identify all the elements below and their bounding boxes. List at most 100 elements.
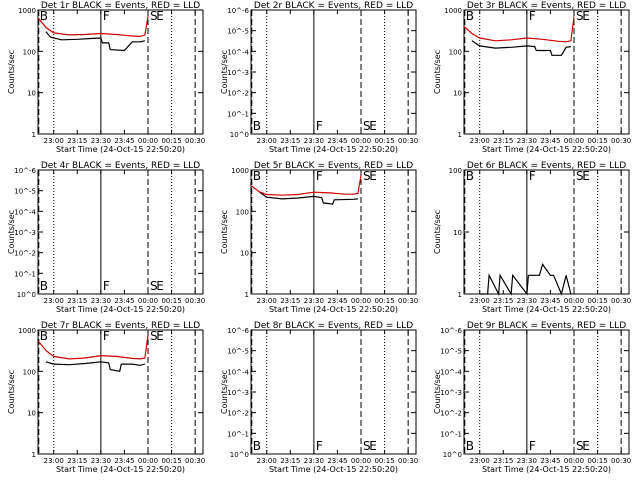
y-tick-label: 1000 [231, 167, 249, 175]
events-series-line [479, 263, 572, 297]
x-tick-label: 23:00 [44, 137, 64, 145]
x-tick-label: 23:30 [517, 457, 537, 465]
x-tick-label: 23:00 [257, 137, 277, 145]
marker-label-b: B [253, 119, 261, 133]
y-tick-label: 10 [27, 90, 36, 98]
marker-label-s: S [363, 119, 371, 133]
x-tick-label: 00:30 [611, 297, 631, 305]
marker-label-e: E [582, 169, 590, 183]
y-tick-label: 10^-2 [227, 90, 249, 98]
y-tick-label: 1 [245, 291, 249, 299]
x-tick-label: 00:00 [351, 137, 371, 145]
y-tick-label: 10^0 [230, 131, 249, 139]
x-tick-label: 00:00 [351, 297, 371, 305]
x-tick-label: 00:15 [374, 137, 394, 145]
x-tick-label: 00:30 [398, 137, 418, 145]
y-tick-label: 100 [23, 48, 36, 56]
marker-label-e: E [369, 439, 377, 453]
y-tick-label: 10^-4 [227, 48, 249, 56]
y-axis-label: Counts/sec [220, 50, 229, 94]
x-tick-label: 23:30 [91, 137, 111, 145]
x-tick-label: 23:00 [44, 297, 64, 305]
x-tick-label: 23:45 [114, 137, 134, 145]
marker-label-s: S [576, 169, 584, 183]
y-tick-label: 10^-1 [14, 270, 36, 278]
lld-series-line [463, 16, 575, 43]
chart-panel-1: Det 1r BLACK = Events, RED = LLD 23:00 23:… [7, 1, 205, 154]
x-axis-label: Start Time (24-Oct-15 22:50:20) [56, 465, 185, 474]
y-tick-label: 10 [453, 229, 462, 237]
events-series-line [45, 361, 146, 372]
x-tick-label: 23:45 [540, 457, 560, 465]
x-tick-label: 00:30 [611, 457, 631, 465]
marker-label-s: S [150, 279, 158, 293]
marker-label-e: E [156, 9, 164, 23]
plot-frame [250, 9, 417, 135]
y-axis-label: Counts/sec [7, 370, 16, 414]
x-tick-label: 23:15 [67, 297, 87, 305]
x-tick-label: 23:15 [280, 457, 300, 465]
x-tick-label: 00:00 [138, 297, 158, 305]
x-tick-label: 00:30 [185, 137, 205, 145]
y-tick-label: 10^-1 [227, 110, 249, 118]
y-tick-label: 10^-3 [440, 389, 462, 397]
x-tick-label: 23:45 [540, 137, 560, 145]
marker-label-f: F [529, 169, 536, 183]
x-tick-label: 23:45 [327, 297, 347, 305]
x-tick-label: 00:00 [351, 457, 371, 465]
x-axis-label: Start Time (24-Oct-15 22:50:20) [482, 305, 611, 314]
x-tick-label: 23:30 [517, 297, 537, 305]
y-tick-label: 10^-2 [440, 410, 462, 418]
x-tick-label: 23:45 [327, 457, 347, 465]
x-tick-label: 23:45 [114, 457, 134, 465]
y-tick-label: 10^-5 [14, 188, 36, 196]
x-tick-label: 00:15 [374, 297, 394, 305]
x-tick-label: 23:00 [257, 297, 277, 305]
y-axis-label: Counts/sec [7, 50, 16, 94]
marker-label-s: S [150, 9, 158, 23]
x-tick-label: 23:15 [280, 137, 300, 145]
y-tick-label: 1000 [18, 327, 36, 335]
y-tick-label: 100 [449, 48, 462, 56]
chart-title: Det 8r BLACK = Events, RED = LLD [254, 321, 413, 331]
marker-label-e: E [582, 9, 590, 23]
x-tick-label: 00:15 [587, 297, 607, 305]
x-axis-label: Start Time (24-Oct-15 22:50:20) [269, 145, 398, 154]
y-axis-label: Counts/sec [433, 50, 442, 94]
x-tick-label: 00:15 [161, 137, 181, 145]
marker-label-s: S [576, 439, 584, 453]
x-tick-label: 23:00 [257, 457, 277, 465]
marker-label-f: F [316, 169, 323, 183]
x-tick-label: 00:30 [398, 457, 418, 465]
y-tick-label: 10^-4 [227, 368, 249, 376]
marker-label-s: S [363, 169, 371, 183]
marker-label-e: E [156, 279, 164, 293]
y-axis-label: Counts/sec [220, 370, 229, 414]
chart-title: Det 3r BLACK = Events, RED = LLD [467, 1, 626, 11]
y-tick-label: 10 [453, 90, 462, 98]
y-tick-label: 10^-3 [14, 229, 36, 237]
marker-label-f: F [103, 329, 110, 343]
x-tick-label: 23:45 [327, 137, 347, 145]
chart-title: Det 1r BLACK = Events, RED = LLD [41, 1, 200, 11]
marker-label-f: F [103, 9, 110, 23]
y-tick-label: 10 [240, 250, 249, 258]
y-axis-label: Counts/sec [433, 370, 442, 414]
x-tick-label: 00:30 [185, 297, 205, 305]
x-tick-label: 00:00 [138, 457, 158, 465]
x-tick-label: 23:30 [517, 137, 537, 145]
lld-series-line [250, 175, 362, 196]
x-tick-label: 23:30 [304, 297, 324, 305]
x-tick-label: 00:30 [185, 457, 205, 465]
x-tick-label: 00:15 [587, 137, 607, 145]
events-series-line [45, 31, 146, 52]
marker-label-f: F [316, 119, 323, 133]
y-tick-label: 10^0 [230, 451, 249, 459]
y-tick-label: 10^0 [443, 451, 462, 459]
chart-title: Det 6r BLACK = Events, RED = LLD [467, 161, 626, 171]
x-tick-label: 23:15 [493, 297, 513, 305]
plot-frame [463, 9, 630, 135]
